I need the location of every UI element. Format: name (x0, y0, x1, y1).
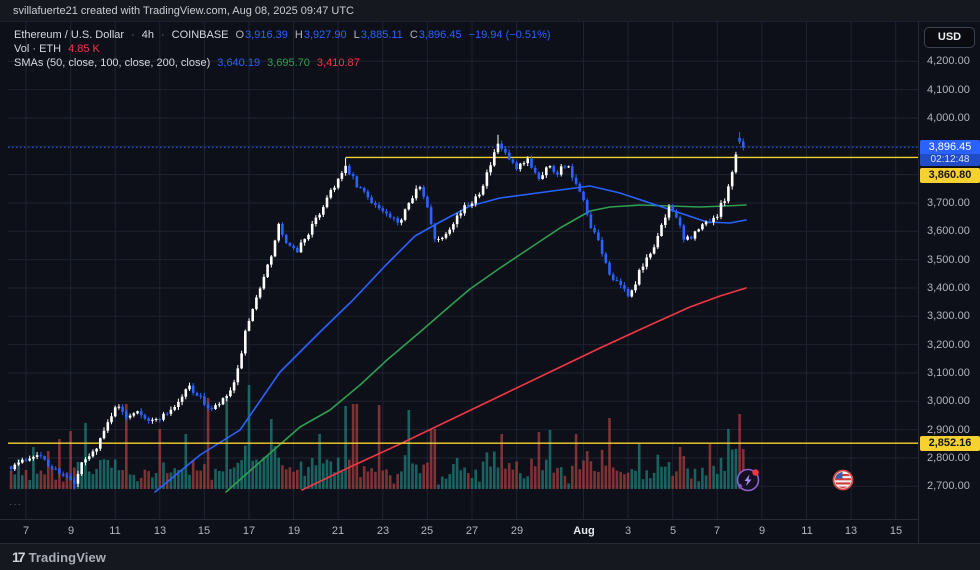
price-axis-label: 3,200.00 (927, 339, 970, 351)
legend-sma-row[interactable]: SMAs (50, close, 100, close, 200, close)… (14, 56, 551, 70)
low-label: L (353, 29, 360, 41)
candles (9, 132, 745, 490)
exchange-label: COINBASE (171, 29, 229, 41)
close-value: 3,896.45 (418, 29, 462, 41)
separator-dot: · (131, 29, 135, 41)
time-axis[interactable]: 7 9 11 13 15 17 19 21 23 25 27 29 Aug 3 5 7 9 11 13 15 (0, 519, 980, 543)
price-axis[interactable]: USD 4,200.00 4,100.00 4,000.00 3,700.00 3,60… (918, 22, 980, 543)
legend-volume-row[interactable]: Vol · ETH 4.85 K (14, 42, 551, 56)
time-axis-label: Aug (573, 525, 595, 537)
flash-event-icon[interactable] (736, 468, 760, 492)
time-axis-label: 13 (153, 525, 167, 537)
volume-value: 4.85 K (68, 43, 100, 55)
currency-toggle-button[interactable]: USD (924, 27, 975, 48)
volume-bars (9, 385, 745, 489)
attribution-bar: svillafuerte21 created with TradingView.… (0, 0, 980, 22)
time-axis-label: 25 (420, 525, 434, 537)
separator-dot: · (160, 29, 165, 41)
time-axis-label: 21 (331, 525, 345, 537)
price-axis-label: 2,900.00 (927, 424, 970, 436)
sma200-value: 3,410.87 (316, 57, 360, 69)
time-axis-label: 17 (242, 525, 256, 537)
time-axis-label: 23 (376, 525, 390, 537)
time-axis-label: 11 (109, 525, 121, 537)
change-value: −19.94 (−0.51%) (468, 29, 551, 41)
low-value: 3,885.11 (360, 29, 403, 41)
chart-pane[interactable]: Ethereum / U.S. Dollar · 4h · COINBASE O… (0, 22, 980, 519)
chart-legend: Ethereum / U.S. Dollar · 4h · COINBASE O… (14, 28, 551, 70)
time-axis-label: 5 (669, 525, 677, 537)
last-price-value: 3,896.45 (928, 141, 972, 153)
interval-label: 4h (141, 29, 154, 41)
footer-bar: 17 TradingView (0, 543, 980, 570)
time-axis-label: 13 (844, 525, 858, 537)
sma200-line[interactable] (301, 287, 747, 491)
high-value: 3,927.90 (303, 29, 347, 41)
sma-label: SMAs (50, close, 100, close, 200, close) (14, 57, 211, 69)
price-axis-label: 3,400.00 (927, 282, 970, 294)
sma50-line[interactable] (154, 185, 747, 493)
open-label: O (235, 29, 245, 41)
symbol-title: Ethereum / U.S. Dollar (14, 29, 125, 41)
high-label: H (294, 29, 303, 41)
sma100-value: 3,695.70 (267, 57, 310, 69)
last-price-badge: 3,896.45 02:12:48 (920, 140, 980, 166)
open-value: 3,916.39 (245, 29, 288, 41)
level-low-badge: 2,852.16 (920, 436, 980, 451)
legend-symbol-row[interactable]: Ethereum / U.S. Dollar · 4h · COINBASE O… (14, 28, 551, 42)
time-axis-label: 3 (624, 525, 632, 537)
price-axis-label: 2,800.00 (927, 452, 970, 464)
sma100-line[interactable] (225, 204, 747, 493)
time-axis-label: 9 (67, 525, 75, 537)
time-axis-label: 7 (713, 525, 721, 537)
pane-more-button[interactable]: ··· (9, 499, 22, 510)
time-axis-label: 15 (197, 525, 211, 537)
us-flag-event-icon[interactable] (832, 469, 854, 491)
price-axis-label: 3,300.00 (927, 310, 970, 322)
time-axis-label: 7 (22, 525, 30, 537)
close-label: C (409, 29, 418, 41)
price-axis-label: 3,700.00 (927, 197, 970, 209)
time-axis-label: 27 (465, 525, 479, 537)
price-axis-label: 4,100.00 (927, 84, 970, 96)
time-axis-label: 15 (889, 525, 903, 537)
time-axis-label: 9 (758, 525, 766, 537)
price-axis-label: 3,600.00 (927, 225, 970, 237)
sma50-value: 3,640.19 (217, 57, 261, 69)
time-axis-label: 19 (287, 525, 301, 537)
attribution-text: svillafuerte21 created with TradingView.… (13, 5, 354, 17)
level-high-badge: 3,860.80 (920, 168, 980, 183)
price-axis-label: 3,100.00 (927, 367, 970, 379)
price-axis-label: 3,000.00 (927, 395, 970, 407)
tradingview-brand-link[interactable]: TradingView (28, 549, 107, 565)
chart-canvas[interactable] (0, 22, 918, 519)
price-axis-label: 2,700.00 (927, 480, 970, 492)
price-axis-label: 3,500.00 (927, 254, 970, 266)
price-axis-label: 4,200.00 (927, 55, 970, 67)
volume-label: Vol · ETH (14, 43, 62, 55)
time-axis-label: 29 (510, 525, 524, 537)
price-axis-label: 4,000.00 (927, 112, 970, 124)
time-axis-label: 11 (801, 525, 813, 537)
bar-countdown: 02:12:48 (920, 154, 980, 166)
tradingview-logo-icon[interactable]: 17 (12, 549, 26, 565)
